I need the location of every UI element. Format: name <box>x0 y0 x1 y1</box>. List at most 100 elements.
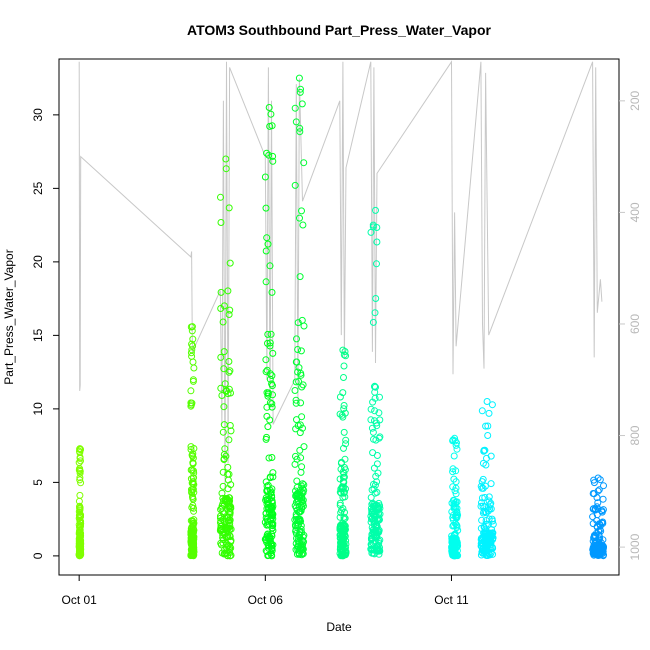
data-point <box>268 485 276 493</box>
data-point <box>187 349 195 357</box>
data-point <box>222 155 230 163</box>
data-point <box>189 474 197 482</box>
data-point <box>340 515 348 523</box>
data-point <box>599 495 607 503</box>
data-point <box>225 470 233 478</box>
data-point <box>339 346 347 354</box>
data-point <box>293 483 301 491</box>
data-point <box>297 347 305 355</box>
data-point <box>225 436 233 444</box>
data-point <box>218 392 226 399</box>
data-point <box>264 389 272 397</box>
data-point <box>479 475 487 483</box>
data-point <box>297 454 305 462</box>
y-tick-label: 15 <box>31 328 45 342</box>
data-point <box>224 287 232 295</box>
data-point <box>188 327 196 335</box>
x-axis-label: Date <box>326 620 352 634</box>
data-point <box>479 484 487 492</box>
data-point <box>298 413 306 421</box>
data-point <box>291 181 299 189</box>
data-point <box>225 358 233 365</box>
data-point <box>449 436 457 444</box>
data-point <box>223 540 231 548</box>
data-point <box>488 401 496 409</box>
data-point <box>292 378 300 386</box>
data-point <box>297 371 305 379</box>
data-point <box>264 423 272 431</box>
data-point <box>489 529 497 537</box>
data-point <box>449 465 457 473</box>
data-point <box>217 353 225 361</box>
data-point <box>189 540 197 548</box>
y-tick-label: 20 <box>31 255 45 269</box>
data-point <box>268 372 276 380</box>
data-point <box>296 446 304 454</box>
data-point <box>223 549 231 557</box>
data-point <box>299 381 307 389</box>
data-point <box>187 525 195 533</box>
data-point <box>77 520 85 527</box>
data-point <box>291 387 299 394</box>
data-point <box>267 488 275 496</box>
data-point <box>373 260 380 268</box>
data-point <box>269 349 277 357</box>
data-point <box>190 364 198 372</box>
data-point <box>341 522 349 530</box>
data-point <box>482 520 490 528</box>
data-point <box>266 375 274 383</box>
y-tick-label: 25 <box>31 181 45 195</box>
data-point <box>189 486 197 493</box>
data-point <box>369 318 377 326</box>
altitude-track-line <box>78 60 603 492</box>
data-point <box>296 124 304 132</box>
data-point <box>76 445 84 453</box>
data-point <box>225 385 233 393</box>
data-point <box>450 452 458 460</box>
data-point <box>226 259 234 267</box>
data-point <box>263 366 271 374</box>
data-point <box>225 368 233 376</box>
data-points <box>75 74 607 560</box>
data-point <box>337 459 345 467</box>
data-point <box>291 104 299 112</box>
data-point <box>220 302 228 310</box>
data-point <box>449 538 457 546</box>
data-point <box>268 382 276 390</box>
data-point <box>595 520 603 528</box>
data-point <box>340 351 348 359</box>
data-point <box>263 403 271 411</box>
data-point <box>268 454 276 461</box>
data-point <box>75 511 83 519</box>
data-point <box>292 399 300 407</box>
data-point <box>341 466 349 474</box>
data-point <box>190 445 198 452</box>
data-point <box>340 402 348 409</box>
data-point <box>374 517 382 525</box>
data-point <box>227 481 235 489</box>
data-point <box>339 413 347 421</box>
data-point <box>371 309 379 317</box>
data-point <box>372 546 380 554</box>
data-point <box>225 311 233 318</box>
data-point <box>296 421 304 429</box>
data-point <box>449 483 457 491</box>
data-point <box>262 356 270 364</box>
data-point <box>599 519 607 527</box>
data-point <box>372 528 380 536</box>
data-point <box>268 552 276 560</box>
data-point <box>293 455 301 463</box>
data-point <box>372 206 379 214</box>
data-point <box>595 486 603 494</box>
data-point <box>482 461 490 469</box>
data-point <box>269 152 277 160</box>
data-point <box>262 478 270 486</box>
data-point <box>478 499 485 507</box>
data-point <box>600 482 607 490</box>
data-point <box>452 484 460 492</box>
data-point <box>292 425 300 433</box>
data-point <box>373 452 381 459</box>
data-point <box>263 412 271 420</box>
y-tick-label: 10 <box>31 402 45 416</box>
data-point <box>485 493 493 501</box>
